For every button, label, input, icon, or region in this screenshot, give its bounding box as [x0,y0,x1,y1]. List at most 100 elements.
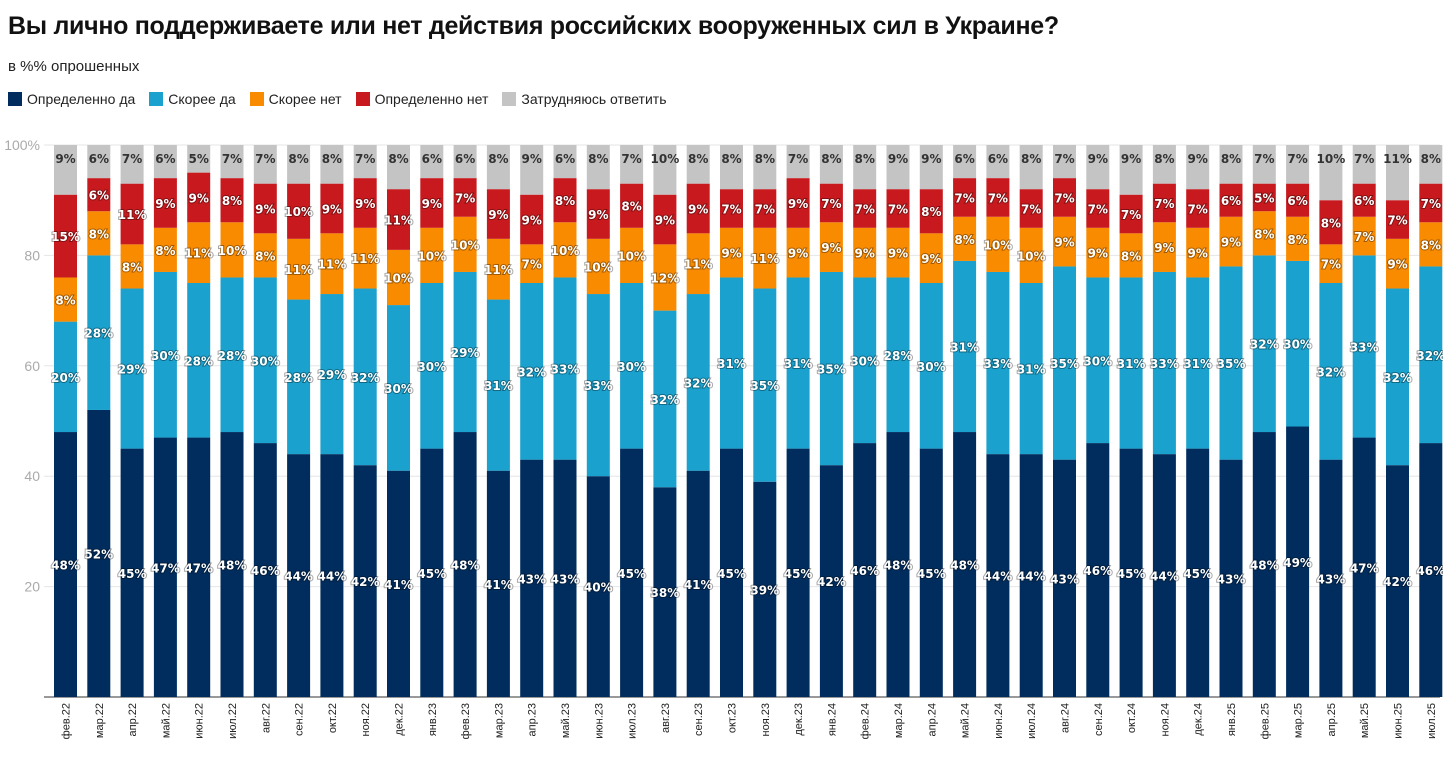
bar-segment [1252,432,1276,697]
bar-segment [686,294,710,471]
bar-segment [1119,277,1143,449]
data-label: 8% [1221,152,1241,166]
data-label: 45% [917,567,946,581]
bar-segment [320,145,344,184]
bar-segment [153,271,177,438]
x-tick-label: июл.25 [1426,703,1438,739]
bar-segment [986,178,1010,217]
bar-segment [253,145,277,184]
x-tick-label: апр.24 [926,703,938,736]
data-label: 7% [988,191,1008,205]
data-label: 9% [721,247,741,261]
bar-segment [420,283,444,449]
bar-segment [1352,437,1376,697]
x-tick-label: июн.24 [993,703,1005,739]
bar-segment [553,222,577,278]
data-label: 10% [617,249,646,263]
data-label: 11% [684,258,713,272]
x-tick-label: фев.24 [860,703,872,739]
data-label: 43% [1050,572,1079,586]
bar-segment [653,487,677,697]
data-label: 6% [455,152,475,166]
x-tick-label: окт.22 [327,703,339,733]
data-label: 30% [151,349,180,363]
data-label: 10% [1017,249,1046,263]
bar-segment [220,277,244,433]
x-tick-label: ноя.23 [760,703,772,736]
bar-segment [187,172,211,223]
bar-segment [886,432,910,697]
data-label: 10% [451,238,480,252]
bar-segment [453,216,477,272]
bar-segment [620,448,644,697]
data-label: 30% [1083,354,1112,368]
bar-segment [886,145,910,190]
bar-segment [87,145,111,179]
data-label: 9% [921,152,941,166]
bar-segment [1219,459,1243,697]
bar-segment [1219,266,1243,460]
data-label: 8% [1321,216,1341,230]
data-label: 41% [684,578,713,592]
data-label: 8% [621,200,641,214]
bar-segment [786,277,810,449]
bar-segment [553,178,577,223]
bar-segment [553,277,577,460]
data-label: 31% [950,340,979,354]
bar-segment [1319,283,1343,460]
y-tick-label: 60 [24,358,40,374]
data-label: 9% [1188,247,1208,261]
bar-segment [1419,145,1443,184]
bar-segment [153,178,177,228]
bar-segment [1286,145,1310,184]
bar-segment [886,277,910,433]
data-label: 31% [1017,363,1046,377]
bar-segment [420,145,444,179]
data-label: 9% [888,152,908,166]
data-label: 9% [1054,236,1074,250]
data-label: 29% [318,368,347,382]
data-label: 29% [451,346,480,360]
data-label: 8% [222,194,242,208]
bar-segment [786,178,810,228]
data-label: 12% [651,271,680,285]
data-label: 7% [222,152,242,166]
data-label: 32% [351,371,380,385]
bar-segment [520,283,544,460]
data-label: 32% [684,376,713,390]
data-label: 7% [122,152,142,166]
bar-segment [87,178,111,212]
data-label: 30% [417,360,446,374]
data-label: 48% [1250,559,1279,573]
bar-segment [753,288,777,482]
data-label: 20% [51,371,80,385]
bar-segment [387,189,410,250]
data-label: 11% [750,252,779,266]
bar-segment [187,437,211,697]
bar-segment [87,409,111,697]
x-tick-label: окт.23 [727,703,739,733]
bar-segment [1086,443,1110,697]
bar-segment [120,244,144,289]
y-tick-label: 100% [4,137,40,153]
data-label: 7% [522,258,542,272]
bar-segment [87,255,111,410]
data-label: 5% [189,152,209,166]
data-label: 9% [588,208,608,222]
data-label: 8% [155,244,175,258]
x-tick-label: мар.24 [893,703,905,738]
data-label: 31% [1117,357,1146,371]
data-label: 8% [921,205,941,219]
bar-segment [353,227,377,289]
bar-segment [720,227,743,278]
data-label: 11% [1383,152,1412,166]
x-tick-label: ноя.24 [1159,703,1171,736]
x-tick-label: янв.23 [427,703,439,736]
data-label: 6% [1221,194,1241,208]
data-label: 9% [255,202,275,216]
data-label: 8% [55,294,75,308]
data-label: 10% [384,271,413,285]
data-label: 10% [284,205,313,219]
bar-segment [353,145,377,179]
data-label: 7% [1387,214,1407,228]
